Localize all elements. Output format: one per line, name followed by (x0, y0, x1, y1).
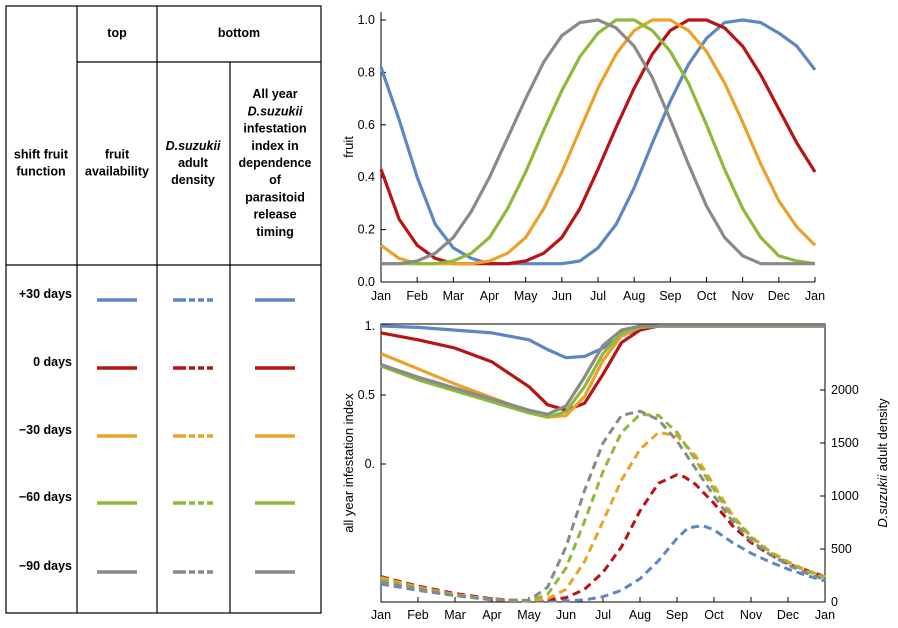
y-axis-label: all year infestation index (341, 393, 356, 533)
x-tick-label: Dec (768, 289, 790, 303)
fruit-series-line (379, 18, 817, 266)
plot-frame (380, 323, 826, 603)
x-tick-label: Nov (732, 289, 755, 303)
y2-tick-label: 500 (831, 542, 852, 556)
x-tick-label: Jun (552, 289, 572, 303)
density-series-line (380, 473, 826, 603)
fruit-series-line (381, 18, 816, 266)
y-tick-label: 1.0 (358, 13, 375, 27)
x-tick-label: May (514, 289, 538, 303)
density-series-line (380, 524, 826, 603)
y-tick-label: 0. (365, 457, 375, 471)
header-fruit-line-0: fruit (105, 147, 130, 161)
header-index-line-5: of (269, 173, 282, 187)
y-tick-label: 0.6 (358, 118, 375, 132)
x-tick-label: Jun (556, 608, 576, 622)
header-top: top (107, 26, 127, 40)
legend-table: top bottom shift fruit function fruit avail… (5, 5, 322, 614)
x-tick-label: Apr (480, 289, 499, 303)
header-index-line-7: release (253, 208, 296, 222)
header-index-line-1: D.suzukii (248, 104, 303, 118)
header-bottom: bottom (218, 26, 260, 40)
row-label: −30 days (19, 423, 72, 437)
y2-tick-label: 1000 (831, 489, 859, 503)
index-series-line (380, 324, 825, 412)
row-label: −60 days (19, 490, 72, 504)
x-tick-label: Jul (595, 608, 611, 622)
index-series-line (380, 324, 825, 416)
x-tick-label: Jan (371, 608, 391, 622)
x-tick-label: Oct (704, 608, 724, 622)
header-index-line-8: timing (256, 225, 294, 239)
x-tick-label: Feb (407, 608, 429, 622)
header-density-line-2: density (171, 173, 215, 187)
y-tick-label: 0.0 (358, 275, 375, 289)
y-tick-label: 0.5 (358, 388, 375, 402)
x-tick-label: Feb (406, 289, 428, 303)
header-shift-line-1: function (16, 165, 65, 179)
header-shift-line-0: shift fruit (14, 147, 69, 161)
y-tick-label: 0.8 (358, 65, 375, 79)
x-tick-label: Jan (815, 608, 835, 622)
x-tick-label: Sep (659, 289, 681, 303)
y-tick-label: 0.4 (358, 170, 375, 184)
y2-tick-label: 1500 (831, 436, 859, 450)
x-tick-label: May (517, 608, 541, 622)
row-label: 0 days (33, 355, 72, 369)
x-tick-label: Mar (444, 608, 466, 622)
y2-tick-label: 0 (831, 595, 838, 609)
density-series-line (380, 430, 826, 603)
y-axis-label: fruit (341, 136, 356, 158)
fruit-chart: 0.0 0.2 0.4 0.6 0.8 1.0 Jan Feb Mar Apr May Jun Jul A… (341, 12, 825, 303)
table-cells: shift fruit function fruit availability D.su… (14, 87, 312, 574)
header-index-line-0: All year (252, 87, 297, 101)
x-tick-label: Jul (590, 289, 606, 303)
x-tick-label: Aug (623, 289, 645, 303)
table-border (5, 5, 322, 614)
header-index-line-2: infestation (243, 122, 306, 136)
header-density-line-0: D.suzukii (166, 139, 221, 153)
density-series-line (380, 409, 826, 602)
header-density-line-1: adult (178, 156, 209, 170)
header-fruit-line-1: availability (85, 165, 149, 179)
row-label: +30 days (19, 287, 72, 301)
x-tick-label: Jan (805, 289, 825, 303)
y2-tick-label: 2000 (831, 383, 859, 397)
x-tick-label: Oct (697, 289, 717, 303)
y-tick-label: 0.2 (358, 223, 375, 237)
density-series-line (380, 412, 826, 603)
x-tick-label: Dec (777, 608, 799, 622)
x-tick-label: Aug (629, 608, 651, 622)
x-tick-label: Mar (443, 289, 465, 303)
infestation-density-chart: 1. 0.5 0. 0 500 1000 1500 2000 Jan Feb Mar Apr May Ju… (341, 319, 890, 622)
x-tick-label: Nov (740, 608, 763, 622)
fruit-series-line (381, 18, 815, 266)
header-index-line-3: index in (251, 139, 298, 153)
y2-axis-label-species: D.suzukii (875, 474, 890, 528)
y2-axis-label-rest: adult density (875, 398, 890, 475)
fruit-series-line (380, 18, 817, 266)
y2-axis-label: D.suzukii adult density (875, 398, 890, 528)
header-index-line-6: parasitoid (245, 190, 305, 204)
header-index-line-4: dependence (239, 156, 312, 170)
x-tick-label: Apr (482, 608, 501, 622)
x-tick-label: Jan (371, 289, 391, 303)
y-tick-label: 1. (365, 319, 375, 333)
x-tick-label: Sep (666, 608, 688, 622)
row-label: −90 days (19, 559, 72, 573)
